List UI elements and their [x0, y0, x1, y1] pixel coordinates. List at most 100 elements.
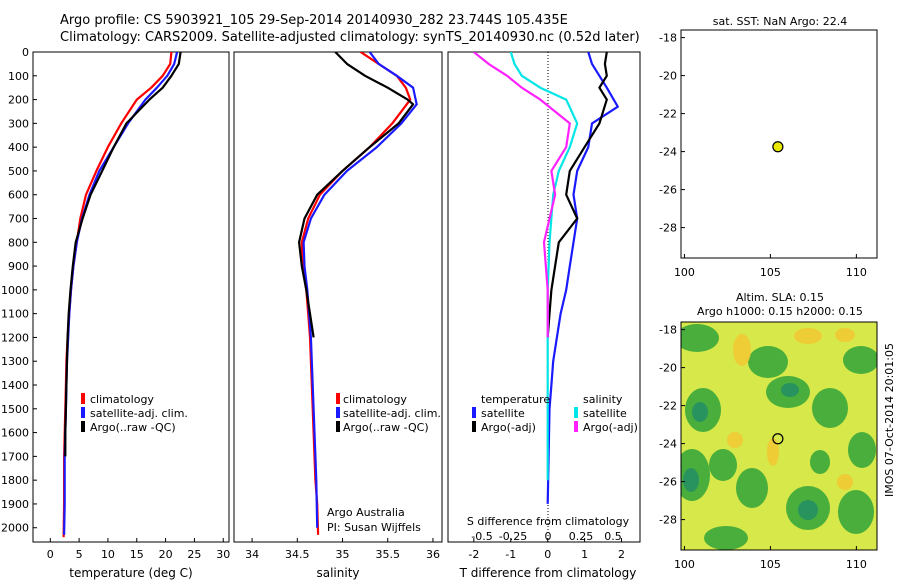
map-y-tick-label: -22: [659, 400, 677, 413]
salinity-axis-ticks: 34 34.5 35 35.5 36: [245, 538, 440, 561]
map-y-tick-label: -20: [659, 362, 677, 375]
map-y-tick-label: -26: [659, 476, 677, 489]
s-difference-axis-ticks: -0.5 -0.25 0 0.25 0.5: [471, 530, 621, 543]
sla-map-float-marker: [772, 433, 784, 445]
legend-swatch-t-satellite: [472, 407, 476, 418]
legend-label-t-argo: Argo(-adj): [481, 421, 536, 434]
sla-map-frame: [680, 321, 878, 551]
s-difference-tick-label: -0.5: [471, 530, 492, 543]
salinity-legend: climatology satellite-adj. clim. Argo(..…: [336, 393, 441, 434]
salinity-plot-frame: [233, 51, 443, 543]
s-difference-tick-label: 0.5: [604, 530, 622, 543]
x-tick-label: 35: [336, 548, 350, 561]
legend-label-argo: Argo(..raw -QC): [90, 421, 176, 434]
depth-tick-label: 0: [22, 46, 29, 59]
legend-swatch-climatology: [81, 393, 85, 404]
legend-label-satellite: satellite-adj. clim.: [343, 407, 441, 420]
imos-timestamp-note: IMOS 07-Oct-2014 20:01:05: [883, 343, 896, 497]
series-line-salinity-satellite: [509, 52, 579, 481]
s-difference-tick-label: 0: [545, 530, 552, 543]
depth-tick-label: 900: [8, 260, 29, 273]
argo-float-position-marker: [772, 141, 784, 153]
legend-swatch-satellite: [336, 407, 340, 418]
map-y-tick-label: -22: [659, 108, 677, 121]
map-y-tick-label: -28: [659, 514, 677, 527]
x-tick-label: 36: [426, 548, 440, 561]
depth-tick-label: 300: [8, 117, 29, 130]
depth-tick-label: 800: [8, 236, 29, 249]
map-x-tick-label: 105: [760, 266, 781, 279]
x-tick-label: 34.5: [285, 548, 310, 561]
argo-float-position-marker: [772, 433, 784, 445]
depth-tick-label: 1600: [1, 427, 29, 440]
map-x-tick-label: 110: [846, 558, 867, 571]
temperature-panel: 0100200300400500600700800900100011001200…: [1, 46, 230, 580]
sla-map-title-line1: Altim. SLA: 0.15: [736, 291, 824, 304]
depth-tick-label: 500: [8, 165, 29, 178]
x-tick-label: 30: [216, 548, 230, 561]
series-line-argo-raw-qc-: [298, 52, 415, 338]
difference-lines: [473, 52, 619, 504]
t-difference-axis-ticks: -2 -1 0 1 2: [468, 538, 625, 561]
depth-tick-label: 1500: [1, 403, 29, 416]
series-line-temperature-argo-adj-: [546, 52, 608, 338]
temperature-lines: [62, 52, 182, 538]
depth-tick-label: 1300: [1, 355, 29, 368]
t-difference-axis-label: T difference from climatology: [459, 566, 637, 580]
map-y-tick-label: -24: [659, 438, 677, 451]
legend-swatch-argo: [336, 421, 340, 432]
legend-swatch-climatology: [336, 393, 340, 404]
sst-map-title: sat. SST: NaN Argo: 22.4: [713, 15, 847, 28]
x-tick-label: 35.5: [375, 548, 400, 561]
map-x-tick-label: 110: [846, 266, 867, 279]
series-line-argo-raw-qc-: [64, 52, 182, 457]
map-y-tick-label: -24: [659, 146, 677, 159]
depth-tick-label: 200: [8, 94, 29, 107]
x-tick-label: 2: [618, 548, 625, 561]
map-y-tick-label: -20: [659, 70, 677, 83]
sla-map-title-line2: Argo h1000: 0.15 h2000: 0.15: [697, 305, 863, 318]
x-tick-label: 34: [245, 548, 259, 561]
depth-tick-label: 400: [8, 141, 29, 154]
difference-legend: temperature salinity satellite Argo(-adj…: [472, 393, 638, 434]
map-x-tick-label: 105: [760, 558, 781, 571]
legend-swatch-satellite: [81, 407, 85, 418]
sla-heatmap: [681, 322, 877, 550]
depth-tick-label: 700: [8, 213, 29, 226]
sla-map-ticks: 100 105 110 -18 -20 -22 -24 -26 -28: [659, 324, 867, 571]
figure-title-line2: Climatology: CARS2009. Satellite-adjuste…: [60, 30, 640, 45]
x-tick-label: -2: [468, 548, 479, 561]
difference-plot-frame: [447, 51, 641, 543]
legend-swatch-t-argo: [472, 421, 476, 432]
argo-australia-note: Argo Australia: [327, 506, 405, 519]
depth-axis-ticks: 0 100 200 300 400 500 600 700 800 900 1000 1100 1200…: [1, 46, 37, 535]
x-tick-label: 15: [130, 548, 144, 561]
depth-tick-label: 1700: [1, 450, 29, 463]
series-line-salinity-argo-adj-: [473, 52, 571, 338]
legend-head-salinity: salinity: [583, 393, 623, 406]
depth-tick-label: 1900: [1, 498, 29, 511]
x-tick-label: 10: [101, 548, 115, 561]
x-tick-label: 1: [581, 548, 588, 561]
depth-tick-label: 1400: [1, 379, 29, 392]
temperature-axis-ticks: 0 5 10 15 20 25 30: [47, 538, 230, 561]
legend-label-s-satellite: satellite: [583, 407, 627, 420]
difference-panel: -2 -1 0 1 2 -0.5 -0.25 0 0.25 0.5 S difference f…: [447, 51, 641, 580]
salinity-panel: 34 34.5 35 35.5 36 salinity climatology sate…: [233, 51, 443, 580]
depth-tick-label: 1800: [1, 474, 29, 487]
depth-tick-label: 100: [8, 70, 29, 83]
depth-tick-label: 1200: [1, 331, 29, 344]
pi-name-note: PI: Susan Wijffels: [327, 521, 421, 534]
legend-head-temperature: temperature: [481, 393, 550, 406]
map-x-tick-label: 100: [674, 266, 695, 279]
salinity-lines: [298, 52, 418, 535]
map-y-tick-label: -18: [659, 32, 677, 45]
legend-swatch-argo: [81, 421, 85, 432]
sst-map-ticks: 100 105 110 -18 -20 -22 -24 -26 -28: [659, 32, 867, 279]
salinity-axis-label: salinity: [316, 566, 359, 580]
x-tick-label: 25: [187, 548, 201, 561]
sla-map-panel: Altim. SLA: 0.15 Argo h1000: 0.15 h2000:…: [659, 291, 878, 571]
map-y-tick-label: -28: [659, 222, 677, 235]
s-difference-axis-label: S difference from climatology: [467, 515, 630, 528]
